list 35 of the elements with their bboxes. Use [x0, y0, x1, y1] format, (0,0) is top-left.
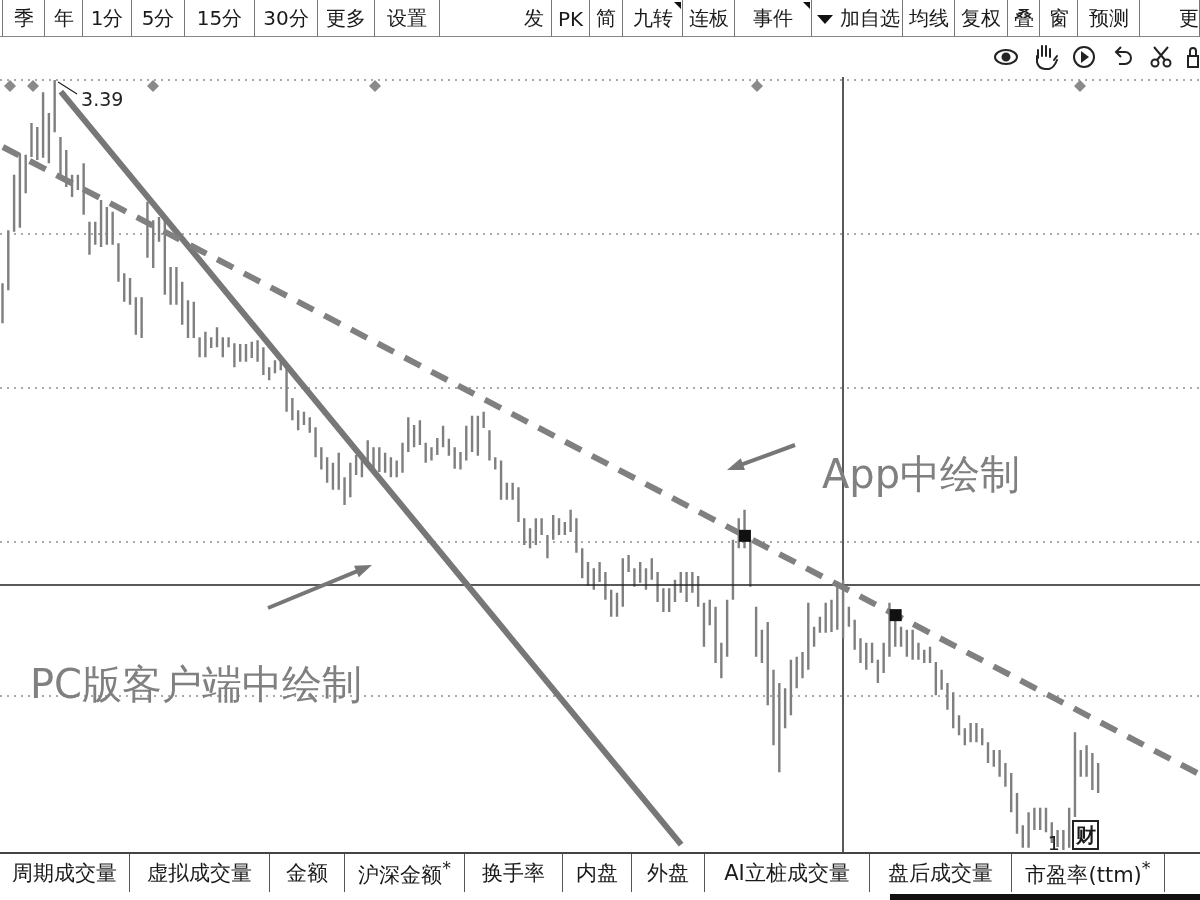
text: 周期成交量 [12, 860, 117, 887]
text: 季 [13, 5, 34, 32]
text: AI立桩成交量 [724, 860, 850, 887]
text: 金额 [286, 860, 328, 887]
text: 换手率 [482, 860, 545, 887]
text: 预测 [1088, 5, 1129, 32]
text: 九转 [632, 5, 673, 32]
text: PK [557, 6, 584, 31]
text: 更多 [326, 5, 366, 32]
text: 均线 [908, 5, 949, 32]
text: 复权 [961, 5, 1001, 32]
text: 盘后成交量 [888, 860, 993, 887]
text: 窗 [1048, 5, 1069, 32]
text: 叠 [1013, 5, 1034, 32]
annotation: 3.39 [81, 88, 124, 110]
annotation: 财 [1075, 821, 1096, 849]
annotation: 1 [1047, 832, 1060, 854]
annotation: PC版客户端中绘制 [30, 661, 363, 707]
text: 年 [53, 5, 74, 32]
text: 沪深金额$^{*}$ [358, 857, 451, 889]
text: 设置 [387, 5, 427, 32]
text: 事件 [753, 5, 793, 32]
text: 连板 [688, 5, 729, 32]
text: 15分 [196, 5, 243, 32]
text: 1分 [90, 5, 124, 32]
text: 外盘 [647, 860, 689, 887]
text: 内盘 [576, 860, 618, 887]
text: 市盈率(ttm)$^{*}$ [1025, 857, 1151, 889]
text: 30分 [263, 5, 309, 32]
text: 虚拟成交量 [147, 860, 252, 887]
text: 5分 [141, 5, 175, 32]
text: 发 [524, 5, 544, 32]
text: 更 [1178, 5, 1199, 32]
text: 加自选 [840, 5, 900, 32]
text: 简 [596, 5, 616, 32]
